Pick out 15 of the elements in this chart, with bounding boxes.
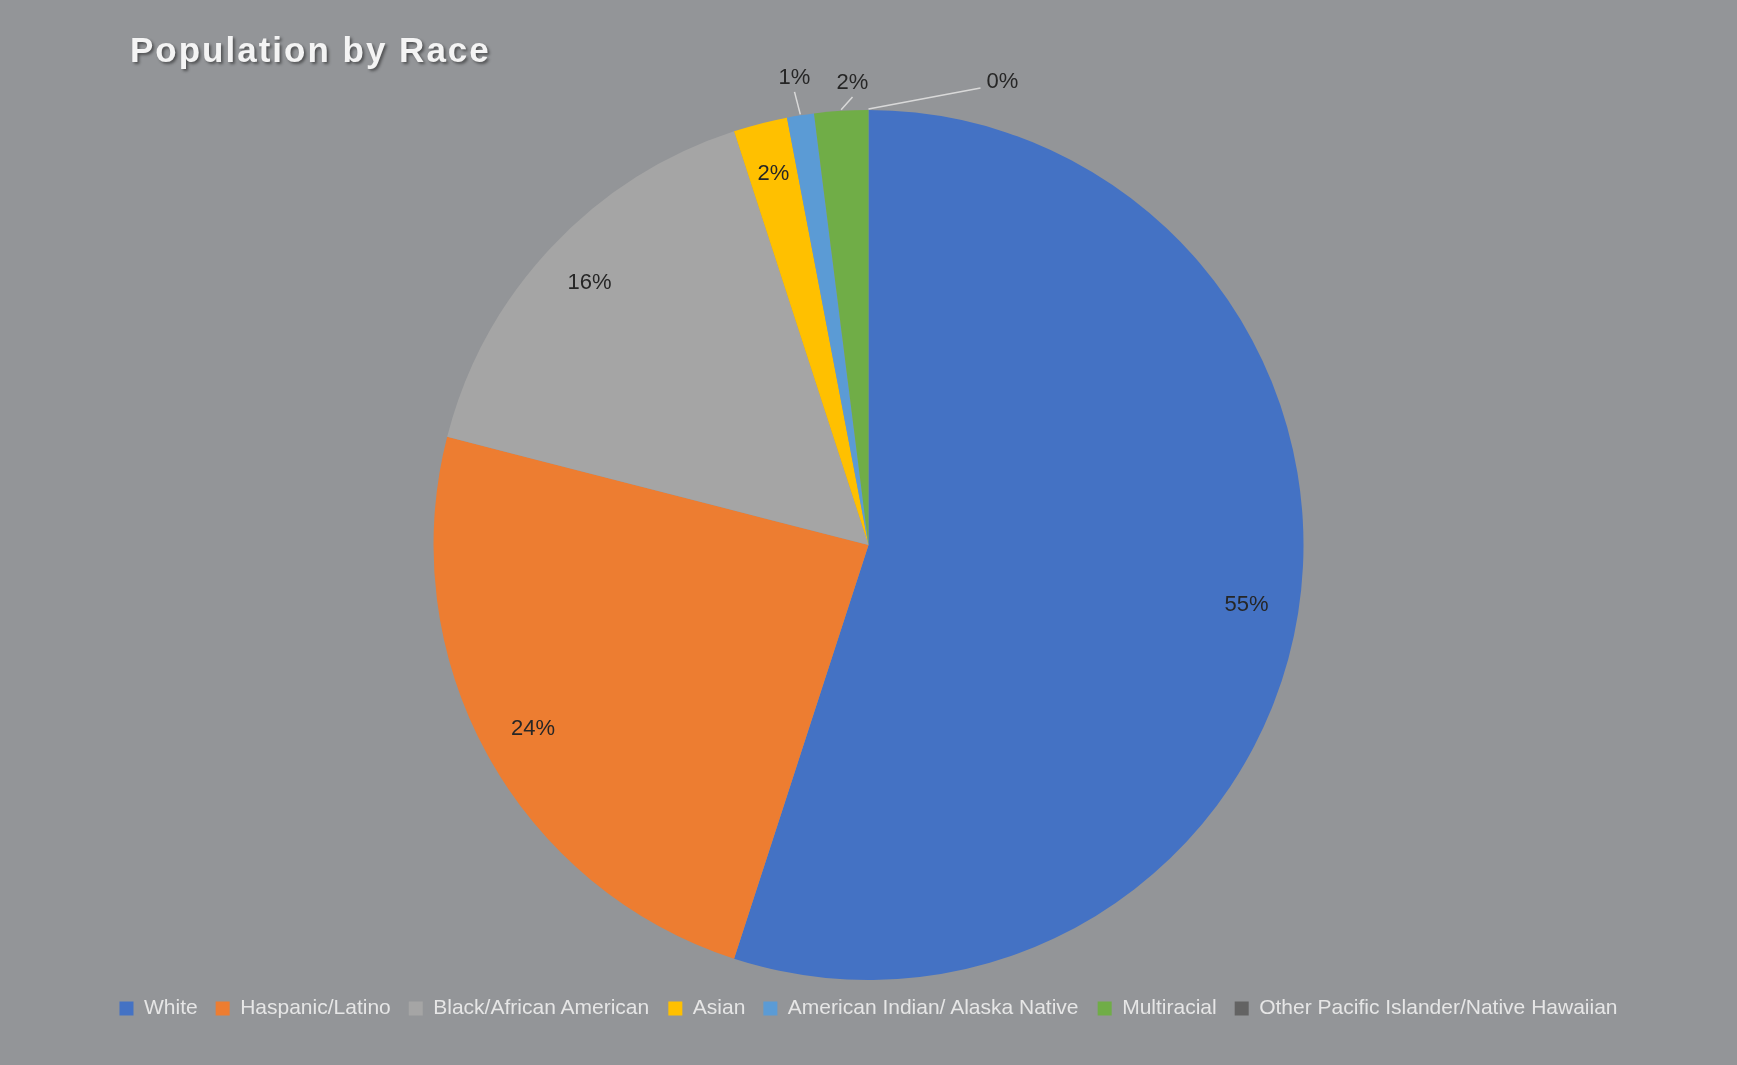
data-label: 1% xyxy=(778,63,811,89)
legend-label: Multiracial xyxy=(1122,995,1217,1019)
legend-label: American Indian/ Alaska Native xyxy=(787,995,1079,1019)
legend-label: Other Pacific Islander/Native Hawaiian xyxy=(1259,995,1618,1019)
legend-label: White xyxy=(143,995,198,1019)
legend-label: Asian xyxy=(692,995,746,1019)
data-label: 2% xyxy=(836,69,869,94)
text: 0% xyxy=(986,68,1019,94)
legend-label: Black/African American xyxy=(433,995,650,1019)
legend-label: Haspanic/Latino xyxy=(240,995,391,1019)
data-label: 55% xyxy=(1224,590,1269,616)
data-label: 16% xyxy=(567,269,612,295)
chart-title: Population by Race xyxy=(130,30,491,70)
data-label: 2% xyxy=(757,160,790,186)
data-label: 24% xyxy=(511,715,556,741)
